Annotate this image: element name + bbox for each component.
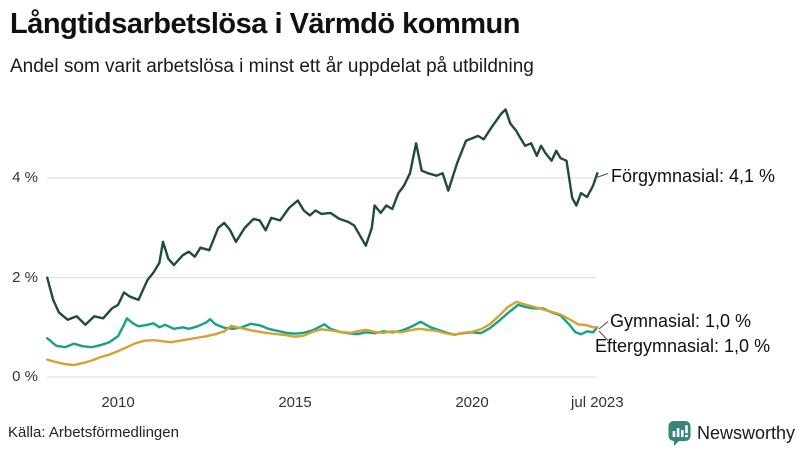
page-subtitle: Andel som varit arbetslösa i minst ett å… [10, 56, 534, 77]
line-eftergymnasial [46, 300, 599, 367]
annotation-gymnasial: Gymnasial: 1,0 % [610, 311, 752, 331]
x-tick-label: 2010 [101, 394, 135, 411]
line-förgymnasial [46, 108, 599, 326]
y-tick-label: 0 % [12, 368, 38, 385]
brand-name: Newsworthy [696, 422, 795, 443]
annotation-connector [598, 321, 609, 330]
newsworthy-icon [668, 421, 691, 446]
line-gymnasial [46, 303, 599, 349]
brand-logo: Newsworthy [668, 420, 795, 446]
annotation-forgymnasial: Förgymnasial: 4,1 % [611, 166, 776, 186]
y-tick-label: 2 % [12, 268, 38, 286]
y-tick-label: 4 % [12, 169, 38, 187]
source-note: Källa: Arbetsförmedlingen [8, 424, 179, 441]
annotation-eftergymnasial: Eftergymnasial: 1,0 % [595, 336, 771, 356]
annotation-connector [598, 330, 609, 341]
page-title: Långtidsarbetslösa i Värmdö kommun [10, 8, 520, 40]
x-tick-label: jul 2023 [571, 394, 624, 411]
x-tick-label: 2015 [278, 394, 312, 411]
annotation-connector [594, 172, 609, 179]
x-tick-label: 2020 [455, 394, 489, 411]
